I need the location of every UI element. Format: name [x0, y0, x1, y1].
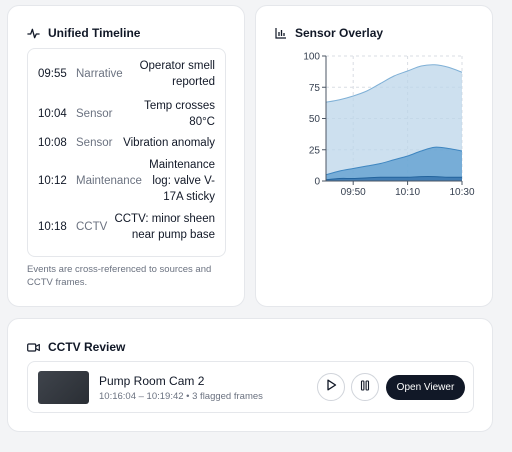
series-area-1	[326, 147, 462, 181]
series-area-2	[326, 176, 462, 181]
x-tick-label: 10:10	[395, 187, 420, 198]
timeline-event[interactable]: 09:55 Narrative Operator smell reported	[38, 58, 215, 90]
sensor-panel: Sensor Overlay 0 25 50 75 100 09:50 10:10 10:30	[255, 5, 493, 307]
open-viewer-button[interactable]: Open Viewer	[386, 375, 465, 400]
timeline-event[interactable]: 10:12 Maintenance Maintenance log: valve…	[38, 157, 215, 205]
timeline-title: Unified Timeline	[48, 26, 141, 40]
y-tick-label: 50	[309, 114, 321, 125]
cctv-title: CCTV Review	[48, 340, 126, 354]
series-line-0	[325, 64, 463, 103]
event-text: Maintenance log: valve V-17A sticky	[149, 159, 215, 203]
camera-card: Pump Room Cam 2 10:16:04 – 10:19:42 • 3 …	[27, 361, 474, 413]
bar-chart-icon	[275, 27, 287, 39]
cctv-panel: CCTV Review Pump Room Cam 2 10:16:04 – 1…	[7, 318, 493, 432]
event-source: Sensor	[76, 137, 113, 149]
event-text: CCTV: minor sheen near pump base	[114, 213, 215, 241]
timeline-event[interactable]: 10:04 Sensor Temp crosses 80°C	[38, 98, 215, 130]
timeline-panel: Unified Timeline 09:55 Narrative Operato…	[7, 5, 245, 307]
timeline-event[interactable]: 10:18 CCTV CCTV: minor sheen near pump b…	[38, 211, 215, 243]
x-tick-label: 10:30	[449, 187, 474, 198]
sensor-chart: 0 25 50 75 100 09:50 10:10 10:30	[303, 52, 475, 199]
timeline-event[interactable]: 10:08 Sensor Vibration anomaly	[38, 135, 215, 151]
event-text: Vibration anomaly	[123, 137, 215, 149]
sensor-title: Sensor Overlay	[295, 26, 384, 40]
play-icon	[326, 378, 337, 396]
camera-thumbnail[interactable]	[38, 371, 89, 404]
event-source: Sensor	[76, 108, 113, 120]
y-tick-label: 0	[314, 177, 320, 188]
play-button[interactable]	[317, 373, 345, 401]
event-text: Temp crosses 80°C	[144, 100, 215, 128]
timeline-header: Unified Timeline	[27, 26, 140, 40]
y-tick-label: 25	[309, 145, 321, 156]
cctv-header: CCTV Review	[27, 340, 125, 354]
event-time: 10:18	[38, 221, 67, 233]
event-text: Operator smell reported	[139, 60, 215, 88]
event-time: 10:08	[38, 137, 67, 149]
series-line-1	[325, 146, 463, 176]
x-tick-label: 09:50	[341, 187, 366, 198]
pause-button[interactable]	[351, 373, 379, 401]
event-time: 09:55	[38, 68, 67, 80]
series-line-2	[325, 176, 463, 181]
event-source: Narrative	[76, 68, 123, 80]
event-time: 10:04	[38, 108, 67, 120]
camera-meta: 10:16:04 – 10:19:42 • 3 flagged frames	[99, 391, 263, 402]
pause-icon	[360, 378, 370, 396]
sensor-header: Sensor Overlay	[275, 26, 383, 40]
timeline-list: 09:55 Narrative Operator smell reported …	[27, 48, 226, 257]
timeline-footnote: Events are cross-referenced to sources a…	[27, 264, 212, 288]
camera-name: Pump Room Cam 2	[99, 374, 205, 388]
y-tick-label: 75	[309, 83, 321, 94]
y-tick-label: 100	[303, 52, 320, 63]
video-camera-icon	[27, 342, 40, 353]
event-source: CCTV	[76, 221, 108, 233]
event-time: 10:12	[38, 175, 67, 187]
event-source: Maintenance	[76, 175, 142, 187]
activity-icon	[27, 27, 40, 40]
